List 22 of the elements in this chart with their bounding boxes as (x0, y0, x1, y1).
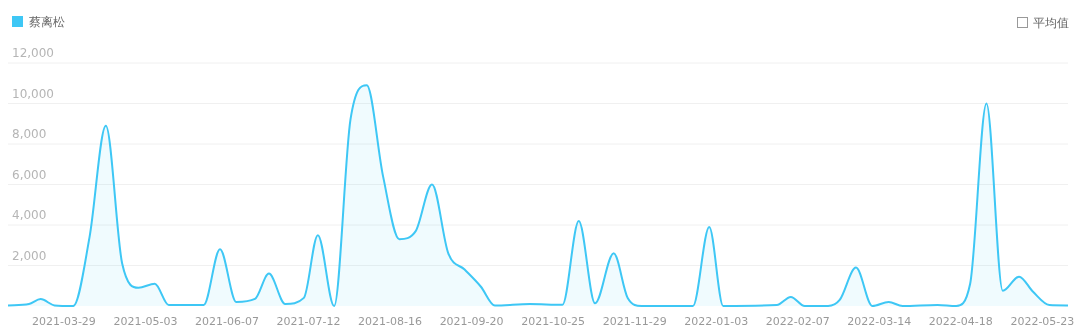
y-tick-label: 8,000 (12, 127, 47, 141)
y-tick-label: 4,000 (12, 208, 47, 222)
x-tick-label: 2021-11-29 (602, 315, 667, 328)
x-tick-label: 2022-03-14 (847, 315, 912, 328)
x-tick-label: 2021-05-03 (113, 315, 178, 328)
annotation: 平均值 (1017, 16, 1069, 30)
y-tick-label: 2,000 (12, 248, 47, 263)
y-tick-label: 10,000 (12, 86, 54, 101)
x-tick-label: 2022-05-23 (1010, 315, 1075, 328)
y-tick-label: 6,000 (12, 167, 47, 182)
x-tick-label: 2021-09-20 (439, 315, 504, 328)
x-tick-label: 2022-02-07 (765, 315, 830, 328)
legend: 蔡离松 (12, 15, 65, 29)
y-tick-label: 12,000 (12, 46, 54, 60)
x-tick-label: 2021-07-12 (276, 315, 341, 328)
x-tick-label: 2021-10-25 (521, 315, 586, 328)
legend-label: 蔡离松 (29, 15, 65, 29)
x-tick-label: 2021-08-16 (358, 315, 423, 328)
x-tick-label: 2021-06-07 (195, 315, 259, 328)
x-tick-label: 2021-03-29 (31, 315, 96, 328)
x-tick-label: 2022-04-18 (928, 315, 993, 328)
x-tick-label: 2022-01-03 (684, 315, 749, 328)
